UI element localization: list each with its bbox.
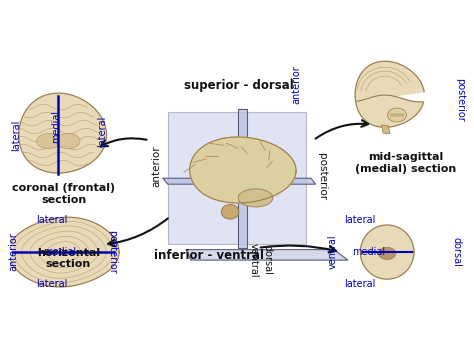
Text: medial: medial: [43, 247, 76, 257]
Text: lateral: lateral: [36, 279, 67, 289]
Text: anterior: anterior: [151, 146, 161, 187]
Ellipse shape: [56, 133, 80, 149]
Ellipse shape: [238, 189, 273, 207]
Ellipse shape: [387, 108, 407, 122]
Ellipse shape: [36, 133, 61, 149]
Text: anterior: anterior: [291, 65, 301, 104]
Text: lateral: lateral: [36, 215, 67, 225]
Text: medial: medial: [51, 110, 61, 143]
Text: dorsal: dorsal: [262, 245, 272, 275]
Text: anterior: anterior: [8, 233, 18, 272]
Bar: [168, 112, 306, 244]
Text: lateral: lateral: [11, 119, 21, 151]
Ellipse shape: [378, 247, 396, 260]
Text: coronal (frontal)
section: coronal (frontal) section: [12, 183, 115, 205]
Polygon shape: [355, 61, 424, 127]
Text: posterior: posterior: [107, 230, 118, 274]
Text: ventral: ventral: [328, 235, 338, 270]
Text: medial: medial: [352, 247, 385, 257]
Polygon shape: [360, 225, 414, 279]
Polygon shape: [382, 125, 390, 134]
Text: lateral: lateral: [97, 116, 107, 147]
Ellipse shape: [221, 204, 239, 219]
Text: horizontal
section: horizontal section: [37, 247, 100, 269]
Text: superior - dorsal: superior - dorsal: [184, 79, 294, 92]
Text: lateral: lateral: [344, 215, 375, 225]
Text: ventral: ventral: [248, 243, 258, 278]
Text: dorsal: dorsal: [451, 237, 462, 267]
Polygon shape: [9, 217, 119, 287]
Text: mid-sagittal
(medial) section: mid-sagittal (medial) section: [355, 152, 456, 174]
Polygon shape: [238, 109, 247, 248]
Text: posterior: posterior: [318, 153, 328, 200]
Text: posterior: posterior: [455, 78, 465, 122]
Polygon shape: [163, 178, 316, 184]
Polygon shape: [190, 137, 296, 203]
Polygon shape: [19, 93, 107, 173]
Polygon shape: [186, 250, 348, 260]
Text: lateral: lateral: [344, 279, 375, 289]
Text: inferior - ventral: inferior - ventral: [155, 249, 264, 262]
